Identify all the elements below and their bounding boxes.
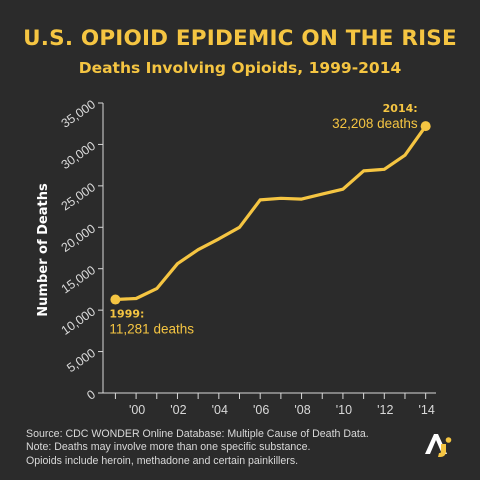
x-tick-label: '04 — [212, 403, 228, 417]
footer-note: Source: CDC WONDER Online Database: Mult… — [26, 428, 426, 468]
chart-title: U.S. OPIOID EPIDEMIC ON THE RISE — [23, 26, 457, 51]
annotation-year: 2014: — [383, 102, 418, 115]
y-axis: 0 5,000 10,000 15,000 20,000 25,000 30,000 35,0… — [59, 97, 104, 403]
x-tick-label: '14 — [419, 403, 435, 417]
x-axis: '00 '02 '04 '06 '08 '10 '12 '14 — [103, 392, 436, 417]
x-tick-label: '06 — [253, 403, 269, 417]
annotation-year: 1999: — [109, 308, 144, 321]
data-point-marker — [420, 121, 431, 132]
y-axis-label: Number of Deaths — [36, 183, 51, 317]
y-tick-label: 35,000 — [59, 97, 98, 130]
series-line — [113, 124, 428, 302]
x-tick-label: '02 — [170, 403, 186, 417]
x-tick-label: '08 — [294, 403, 310, 417]
footer-note-line: Note: Deaths may involve more than one s… — [26, 441, 311, 454]
series-group — [113, 124, 428, 302]
y-tick-label: 5,000 — [64, 346, 98, 375]
aj-logo-icon — [425, 434, 452, 457]
footer-source: Source: CDC WONDER Online Database: Mult… — [26, 428, 369, 440]
y-tick-label: 10,000 — [59, 304, 98, 337]
footer-opioids-line: Opioids include heroin, methadone and ce… — [26, 454, 299, 467]
x-tick-label: '12 — [377, 403, 393, 417]
y-tick-label: 20,000 — [59, 222, 98, 255]
x-tick-label: '10 — [336, 403, 352, 417]
y-tick-label: 0 — [84, 387, 98, 402]
y-tick-label: 30,000 — [59, 139, 98, 172]
chart-subtitle: Deaths Involving Opioids, 1999-2014 — [78, 59, 402, 77]
x-tick-label: '00 — [129, 403, 145, 417]
y-tick-label: 15,000 — [59, 263, 98, 296]
y-tick-label: 25,000 — [59, 180, 98, 213]
annotations: 1999:11,281 deaths 2014:32,208 deaths — [109, 102, 431, 337]
annotation-value: 32,208 deaths — [332, 116, 418, 131]
data-point-marker — [110, 294, 121, 305]
annotation-value: 11,281 deaths — [109, 322, 194, 337]
